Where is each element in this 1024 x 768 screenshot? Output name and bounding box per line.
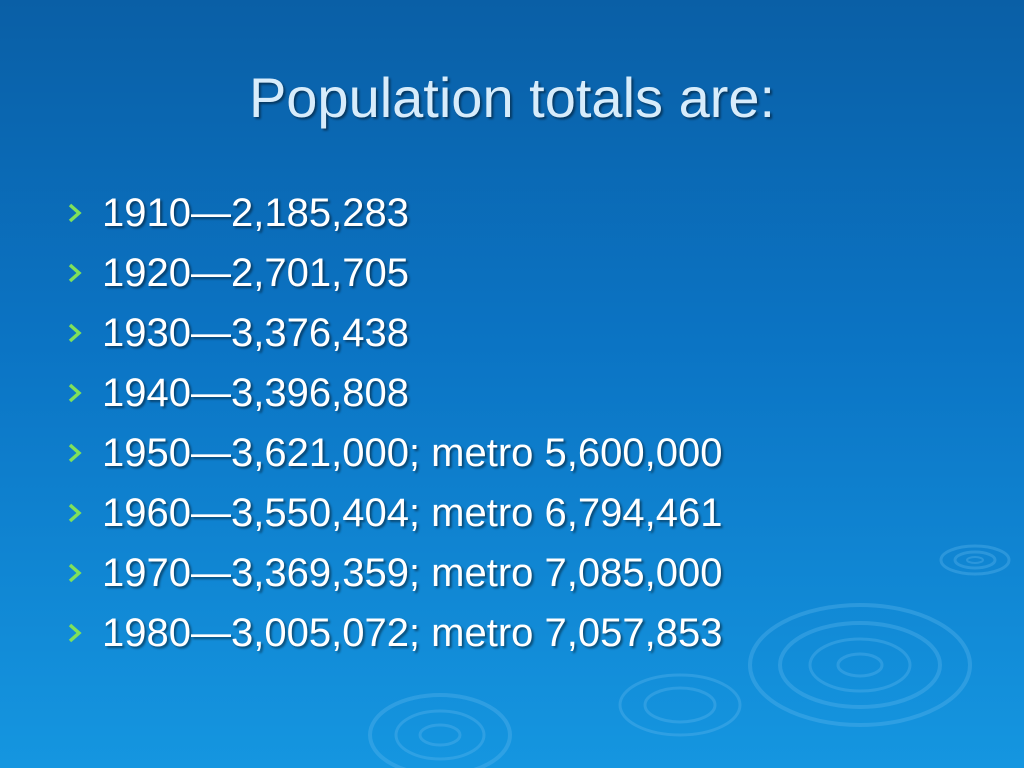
population-entry: 1910—2,185,283 [102, 190, 409, 235]
population-entry: 1970—3,369,359; metro 7,085,000 [102, 550, 723, 595]
list-item: 1960—3,550,404; metro 6,794,461 [62, 483, 722, 543]
population-entry: 1930—3,376,438 [102, 310, 409, 355]
list-item: 1950—3,621,000; metro 5,600,000 [62, 423, 722, 483]
list-item: 1980—3,005,072; metro 7,057,853 [62, 603, 722, 663]
chevron-right-icon [68, 263, 82, 283]
slide-title: Population totals are: [248, 66, 776, 129]
bullet-list: 1910—2,185,283 1920—2,701,705 1930—3,376… [62, 183, 722, 663]
chevron-right-icon [68, 503, 82, 523]
chevron-right-icon [68, 203, 82, 223]
list-item: 1910—2,185,283 [62, 183, 722, 243]
chevron-right-icon [68, 443, 82, 463]
population-entry: 1960—3,550,404; metro 6,794,461 [102, 490, 723, 535]
list-item: 1940—3,396,808 [62, 363, 722, 423]
list-item: 1920—2,701,705 [62, 243, 722, 303]
list-item: 1930—3,376,438 [62, 303, 722, 363]
chevron-right-icon [68, 623, 82, 643]
population-entry: 1980—3,005,072; metro 7,057,853 [102, 610, 723, 655]
population-entry: 1940—3,396,808 [102, 370, 409, 415]
chevron-right-icon [68, 383, 82, 403]
population-entry: 1950—3,621,000; metro 5,600,000 [102, 430, 723, 475]
list-item: 1970—3,369,359; metro 7,085,000 [62, 543, 722, 603]
chevron-right-icon [68, 563, 82, 583]
chevron-right-icon [68, 323, 82, 343]
population-entry: 1920—2,701,705 [102, 250, 409, 295]
